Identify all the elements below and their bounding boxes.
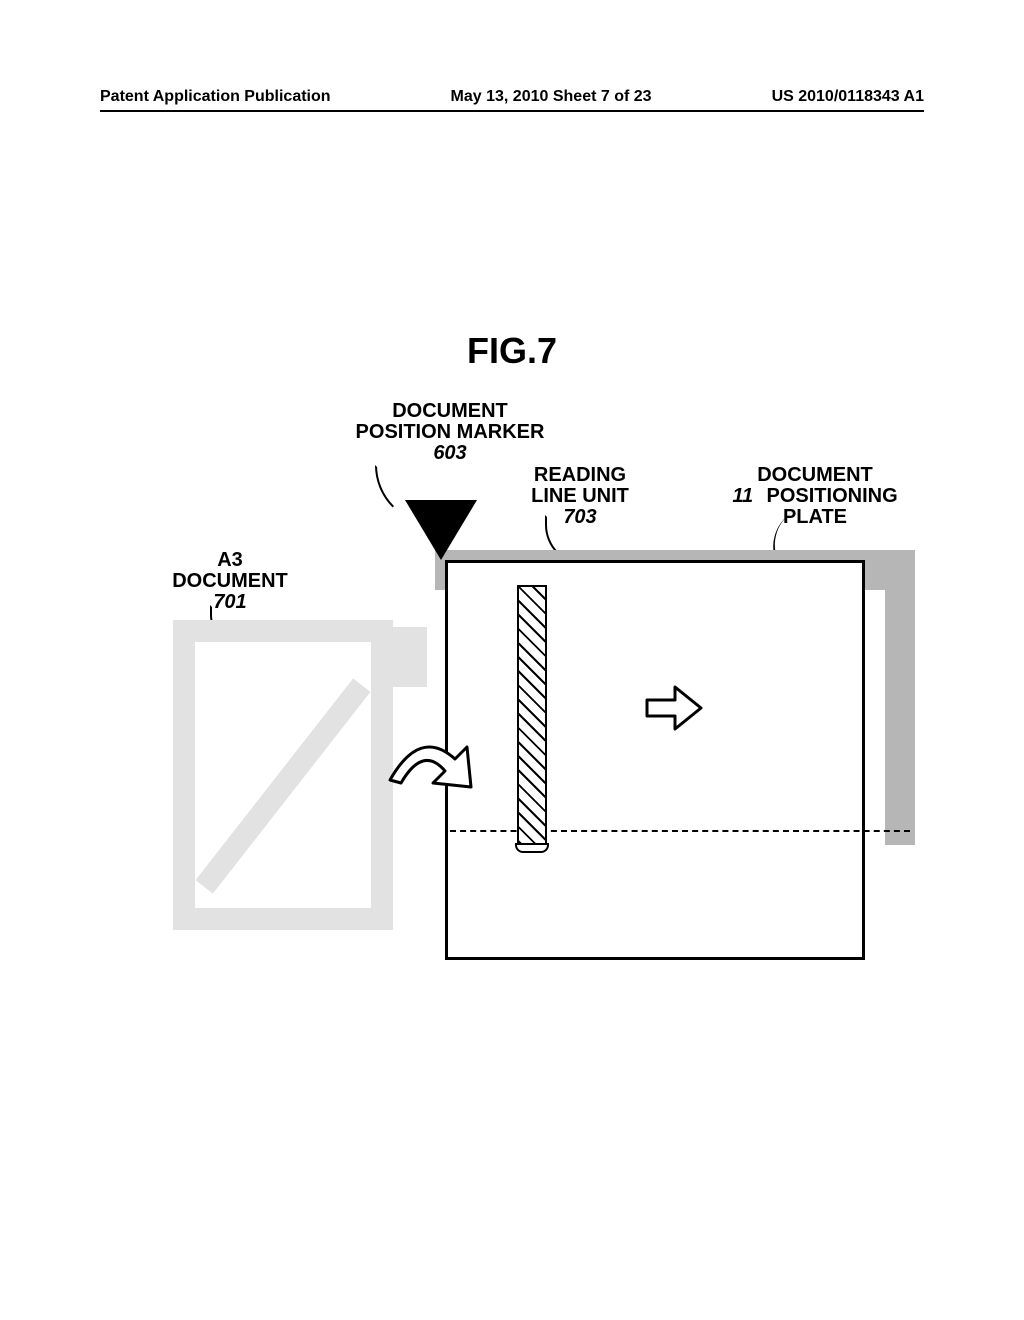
header-center: May 13, 2010 Sheet 7 of 23	[451, 88, 652, 106]
flip-arrow-icon	[375, 735, 485, 805]
scan-area	[445, 560, 865, 960]
figure-diagram: DOCUMENT POSITION MARKER 603 READING LIN…	[155, 395, 925, 955]
page-header: Patent Application Publication May 13, 2…	[0, 88, 1024, 106]
a3-document-ghost	[173, 620, 393, 930]
label-a3-document: A3 DOCUMENT 701	[155, 550, 305, 613]
a3-document-tab	[393, 627, 427, 687]
reading-band-brace	[515, 843, 549, 853]
arrow-right-icon	[645, 683, 705, 733]
header-right: US 2010/0118343 A1	[772, 88, 924, 106]
header-left: Patent Application Publication	[100, 88, 331, 106]
a3-document-diagonal	[195, 642, 371, 908]
position-marker-triangle	[405, 500, 477, 560]
header-rule	[100, 110, 924, 112]
reading-band	[517, 585, 547, 845]
figure-title: FIG.7	[0, 330, 1024, 372]
positioning-plate-vertical	[885, 550, 915, 845]
label-document-position-marker: DOCUMENT POSITION MARKER 603	[350, 401, 550, 464]
